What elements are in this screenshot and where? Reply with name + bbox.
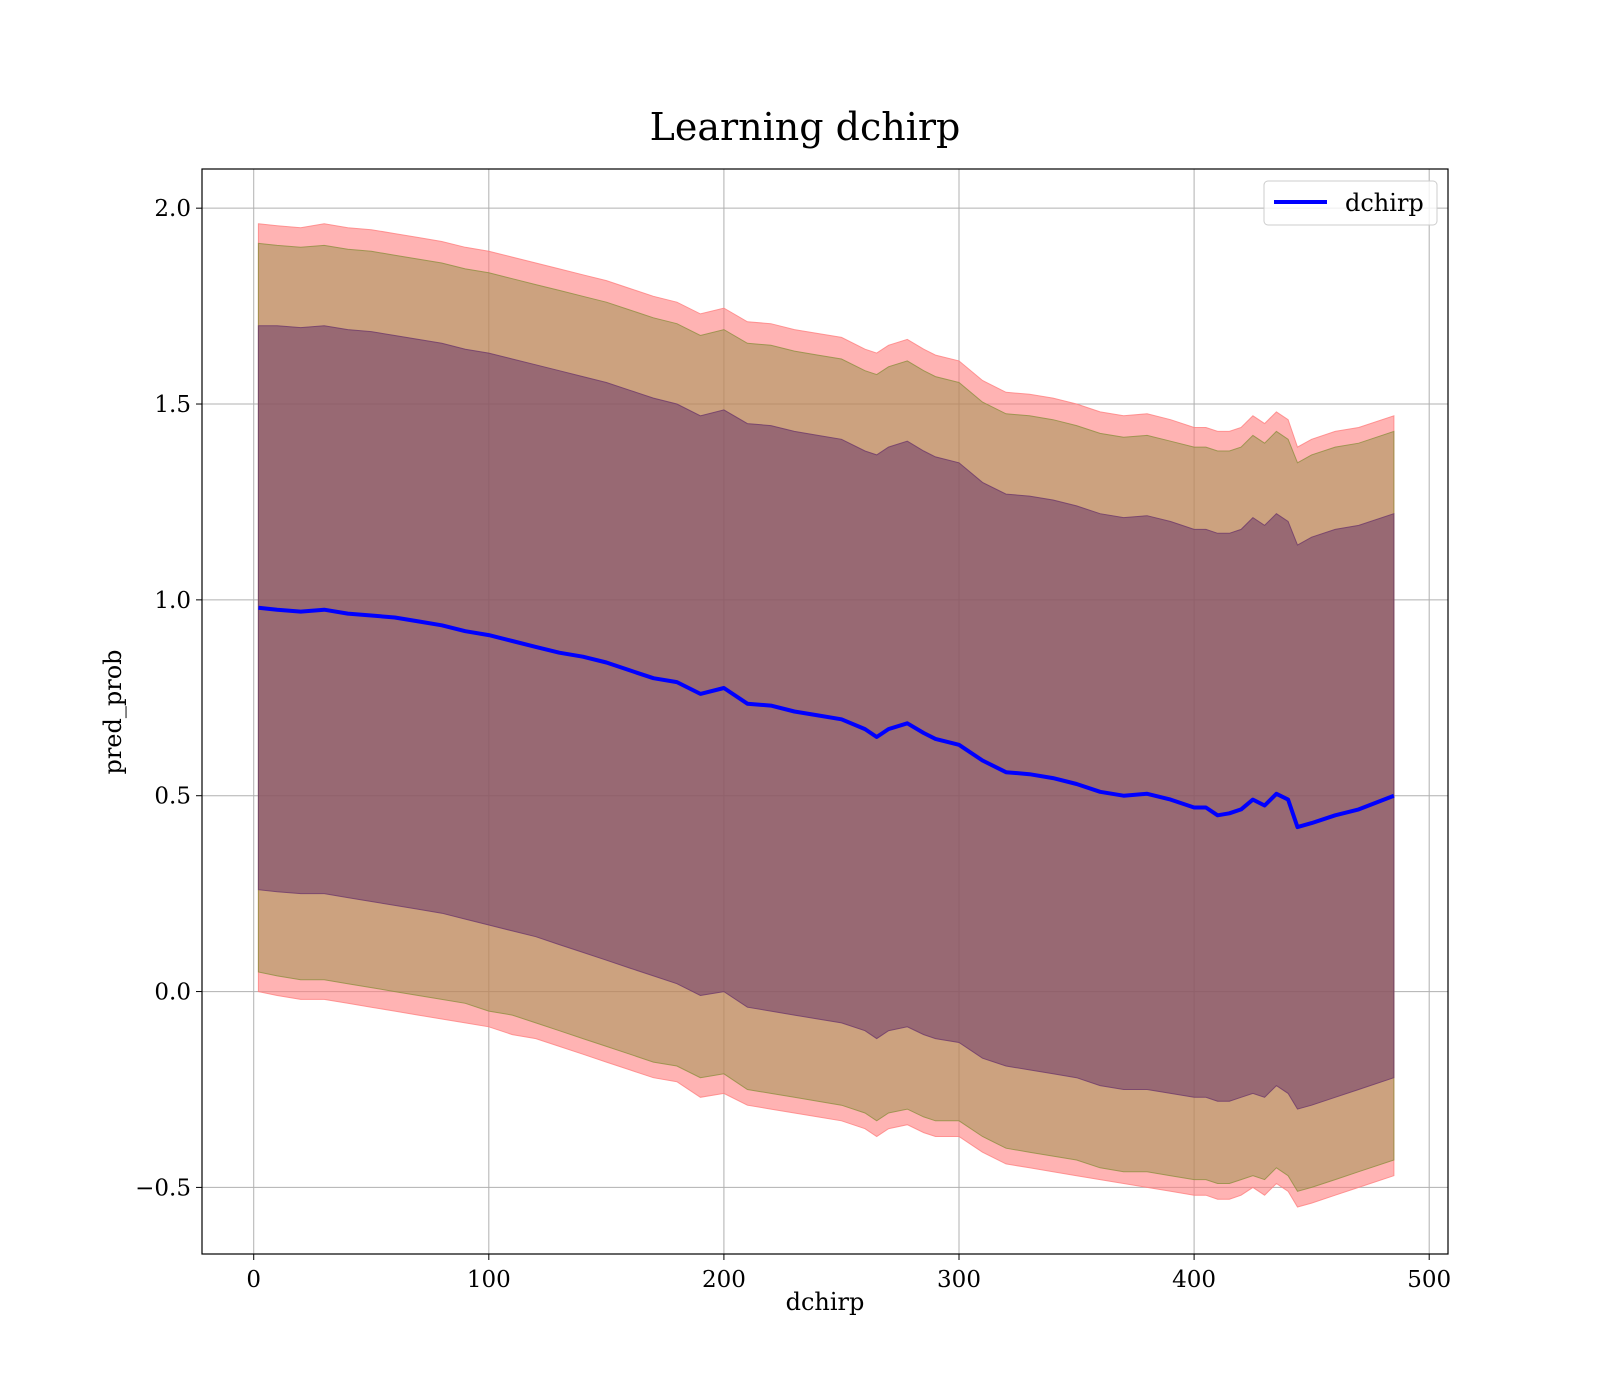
- x-axis-label: dchirp: [786, 1288, 865, 1316]
- y-axis-label: pred_prob: [99, 649, 127, 774]
- legend-label-dchirp: dchirp: [1345, 189, 1424, 217]
- band-layer: [257, 223, 1395, 1208]
- line-layer: [258, 605, 1395, 830]
- x-tick-label: 300: [937, 1267, 981, 1293]
- x-tick-label: 100: [467, 1267, 511, 1293]
- legend-box: [1263, 180, 1438, 226]
- x-tick-label: 0: [246, 1267, 261, 1293]
- y-tick-label: 2.0: [154, 196, 191, 222]
- plot-area-frame: [201, 168, 1449, 1255]
- tick-layer: 0 100 200 300 400 500 −0.5 0.0 0.5 1.0 1.5 2.0: [135, 196, 1451, 1293]
- x-tick-label: 200: [702, 1267, 746, 1293]
- x-tick-label: 400: [1172, 1267, 1216, 1293]
- y-tick-label: 1.5: [154, 392, 191, 418]
- chart-title: Learning dchirp: [650, 105, 961, 149]
- x-tick-label: 500: [1407, 1267, 1451, 1293]
- y-tick-label: 0.5: [154, 784, 191, 810]
- legend: dchirp: [1263, 180, 1438, 226]
- y-tick-label: 1.0: [154, 588, 191, 614]
- y-tick-label: −0.5: [135, 1175, 191, 1201]
- series-line-dchirp: [258, 605, 1395, 830]
- y-tick-label: 0.0: [154, 980, 191, 1006]
